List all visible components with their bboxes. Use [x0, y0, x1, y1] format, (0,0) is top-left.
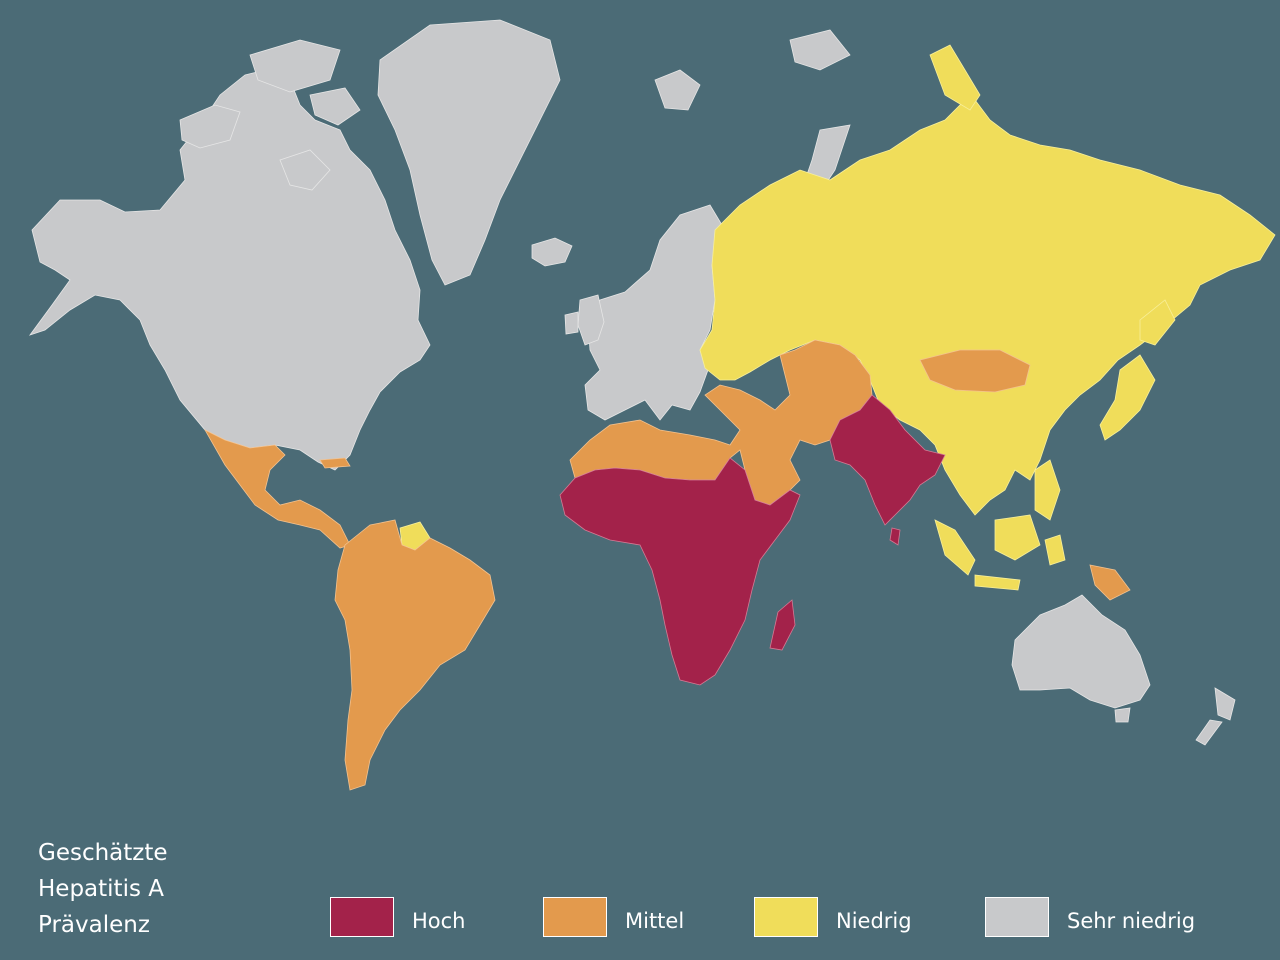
legend-swatch-sehr-niedrig: [985, 897, 1049, 937]
legend-label-hoch: Hoch: [412, 909, 466, 933]
japan-region: [1099, 354, 1156, 441]
philippines-region: [1034, 459, 1061, 521]
arctic-island: [179, 104, 241, 149]
legend-title-line: Hepatitis A: [38, 876, 164, 902]
sub-saharan-africa-region: [559, 457, 801, 686]
new-zealand-region: [1195, 719, 1223, 746]
legend-swatch-niedrig: [754, 897, 818, 937]
sri-lanka-region: [889, 527, 901, 546]
iceland-region: [531, 237, 573, 267]
borneo-region: [994, 514, 1041, 561]
madagascar-region: [769, 599, 796, 651]
legend-label-niedrig: Niedrig: [836, 909, 912, 933]
south-america-region: [334, 519, 496, 791]
south-asia-region: [829, 394, 946, 526]
new-zealand-region: [1214, 687, 1236, 721]
mongolia-region: [919, 349, 1031, 393]
arctic-island: [789, 29, 851, 71]
australia-region: [1011, 594, 1151, 709]
japan-region: [1139, 299, 1176, 346]
region-hoch: [559, 394, 946, 686]
region-sehr-niedrig: [28, 19, 1236, 746]
ireland-region: [564, 311, 579, 335]
legend-label-sehr-niedrig: Sehr niedrig: [1067, 909, 1196, 933]
region-mittel: [203, 339, 1131, 791]
legend-label-mittel: Mittel: [625, 909, 685, 933]
greenland-region: [377, 19, 561, 286]
sulawesi-region: [1044, 534, 1066, 566]
java-region: [974, 574, 1021, 591]
svalbard-region: [654, 69, 701, 111]
far-east-region: [929, 44, 981, 111]
mexico-central-america-region: [203, 429, 351, 549]
legend-swatch-hoch: [330, 897, 394, 937]
arctic-island: [279, 149, 331, 191]
legend-title-line: Geschätzte: [38, 840, 168, 866]
arctic-island: [309, 87, 361, 126]
caribbean-region: [319, 457, 351, 469]
sumatra-region: [934, 519, 976, 576]
legend-title-line: Prävalenz: [38, 912, 150, 938]
legend-swatch-mittel: [543, 897, 607, 937]
region-niedrig: [399, 44, 1276, 591]
tasmania-region: [1114, 707, 1131, 723]
arctic-island: [249, 39, 341, 93]
legend-title: Geschätzte Hepatitis A Prävalenz: [38, 835, 168, 943]
papua-region: [1089, 564, 1131, 601]
